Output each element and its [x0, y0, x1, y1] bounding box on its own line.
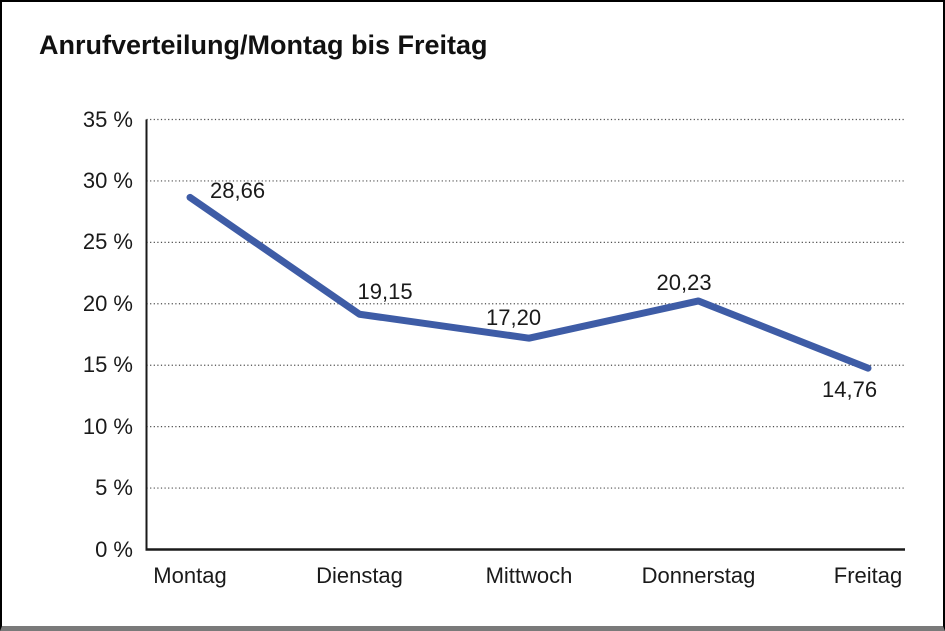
- data-line: [186, 193, 872, 372]
- data-point-label: 20,23: [656, 269, 712, 295]
- y-tick-label: 10 %: [82, 413, 133, 439]
- chart-title: Anrufverteilung/Montag bis Freitag: [39, 30, 488, 60]
- data-point-label: 19,15: [357, 279, 413, 305]
- y-tick-label: 0 %: [95, 536, 133, 562]
- data-point-label: 28,66: [210, 178, 266, 204]
- x-category-label: Donnerstag: [641, 563, 756, 588]
- data-point-label: 14,76: [822, 377, 878, 403]
- y-tick-label: 35 %: [82, 106, 133, 132]
- data-point-label: 17,20: [486, 305, 542, 331]
- x-category-label: Freitag: [833, 563, 903, 588]
- y-tick-label: 30 %: [82, 167, 133, 193]
- y-tick-label: 20 %: [82, 290, 133, 316]
- x-category-label: Montag: [153, 563, 227, 588]
- y-tick-label: 25 %: [82, 229, 133, 255]
- x-category-label: Dienstag: [316, 563, 403, 588]
- y-tick-label: 15 %: [82, 352, 133, 378]
- x-category-label: Mittwoch: [485, 563, 573, 588]
- y-tick-label: 5 %: [95, 475, 133, 501]
